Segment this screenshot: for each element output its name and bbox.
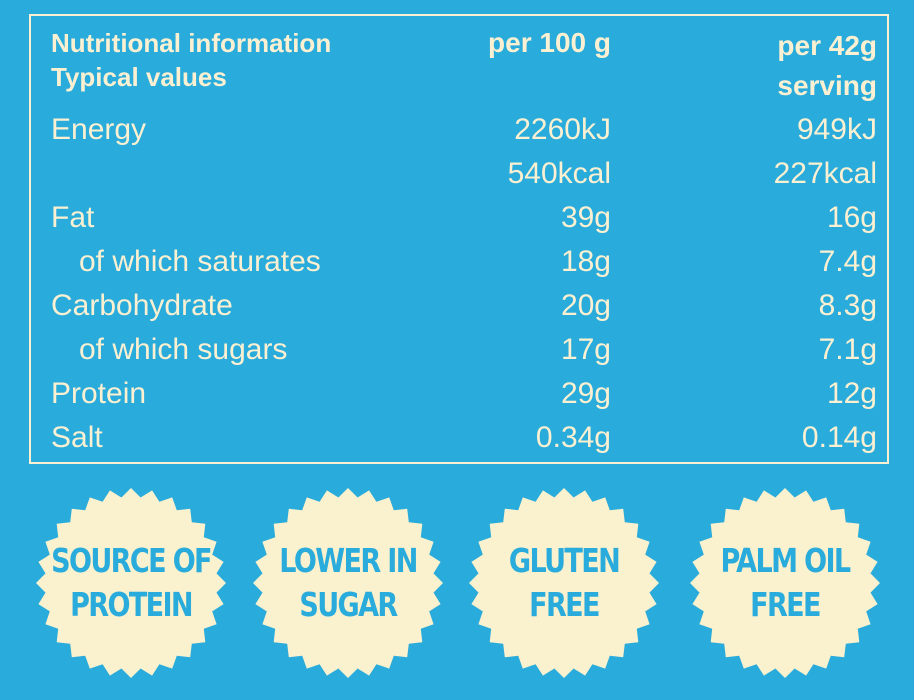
row-value-per100g: 39g	[560, 201, 611, 234]
badge-line2: FREE	[529, 585, 600, 624]
row-value-per-serving: 8.3g	[818, 289, 877, 322]
badge-source-of-protein: SOURCE OF PROTEIN	[35, 487, 227, 679]
row-value-per-serving: 12g	[826, 377, 877, 410]
table-row-protein: Protein 29g 12g	[51, 372, 877, 416]
badge-line2: FREE	[750, 585, 821, 624]
column-header-serving-line2: serving	[777, 70, 877, 101]
row-value-per100g: 2260kJ	[514, 113, 611, 146]
nutrition-header: Nutritional information Typical values p…	[51, 26, 877, 102]
column-header-serving-line1: per 42g	[777, 30, 877, 61]
row-value-per100g: 29g	[560, 377, 611, 410]
table-row-fat: Fat 39g 16g	[51, 196, 877, 240]
nutrition-heading: Nutritional information	[51, 28, 332, 58]
table-row-saturates: of which saturates 18g 7.4g	[51, 240, 877, 284]
row-value-per-serving: 7.1g	[818, 333, 877, 366]
nutrition-panel: Nutritional information Typical values p…	[29, 14, 889, 464]
row-value-per-serving: 0.14g	[801, 421, 877, 454]
badge-line2: PROTEIN	[70, 585, 193, 624]
badge-gluten-free: GLUTEN FREE	[468, 487, 660, 679]
typical-values-subheading: Typical values	[51, 62, 227, 92]
badge-text: SOURCE OF PROTEIN	[51, 487, 212, 679]
row-value-per100g: 0.34g	[535, 421, 611, 454]
badge-text: LOWER IN SUGAR	[269, 487, 426, 679]
badge-line1: PALM OIL	[720, 541, 851, 580]
badge-line1: GLUTEN	[508, 541, 621, 580]
badge-text: PALM OIL FREE	[706, 487, 863, 679]
seal-shape-icon	[469, 488, 659, 678]
row-label: Carbohydrate	[51, 289, 233, 322]
row-label: Energy	[51, 113, 147, 146]
table-row-sugars: of which sugars 17g 7.1g	[51, 328, 877, 372]
seal-shape-icon	[253, 488, 443, 678]
table-row-salt: Salt 0.34g 0.14g	[51, 416, 877, 460]
row-value-per-serving: 16g	[826, 201, 877, 234]
table-row-energy-kcal: 540kcal 227kcal	[51, 152, 877, 196]
header-left: Nutritional information Typical values	[51, 26, 331, 94]
row-value-per100g: 18g	[560, 245, 611, 278]
table-row-energy-kj: Energy 2260kJ 949kJ	[51, 108, 877, 152]
badge-line1: LOWER IN	[279, 541, 418, 580]
row-value-per100g: 20g	[560, 289, 611, 322]
row-label: Fat	[51, 201, 95, 234]
row-value-per100g: 17g	[560, 333, 611, 366]
badge-line2: SUGAR	[299, 585, 398, 624]
row-label: of which sugars	[79, 333, 288, 366]
badge-text: GLUTEN FREE	[485, 487, 642, 679]
row-value-per100g: 540kcal	[507, 157, 611, 190]
seal-shape-icon	[690, 488, 880, 678]
column-header-per100g: per 100 g	[488, 27, 611, 58]
column-header-per-serving: per 42g serving	[777, 26, 877, 106]
table-row-carbohydrate: Carbohydrate 20g 8.3g	[51, 284, 877, 328]
row-value-per-serving: 227kcal	[773, 157, 877, 190]
row-label: Salt	[51, 421, 103, 454]
row-value-per-serving: 7.4g	[818, 245, 877, 278]
nutrition-rows: Energy 2260kJ 949kJ 540kcal 227kcal Fat …	[51, 108, 877, 460]
seal-shape-icon	[36, 488, 226, 678]
row-label: of which saturates	[79, 245, 321, 278]
badge-line1: SOURCE OF	[51, 541, 212, 580]
row-label: Protein	[51, 377, 147, 410]
row-value-per-serving: 949kJ	[796, 113, 877, 146]
badge-lower-in-sugar: LOWER IN SUGAR	[252, 487, 444, 679]
badge-palm-oil-free: PALM OIL FREE	[689, 487, 881, 679]
